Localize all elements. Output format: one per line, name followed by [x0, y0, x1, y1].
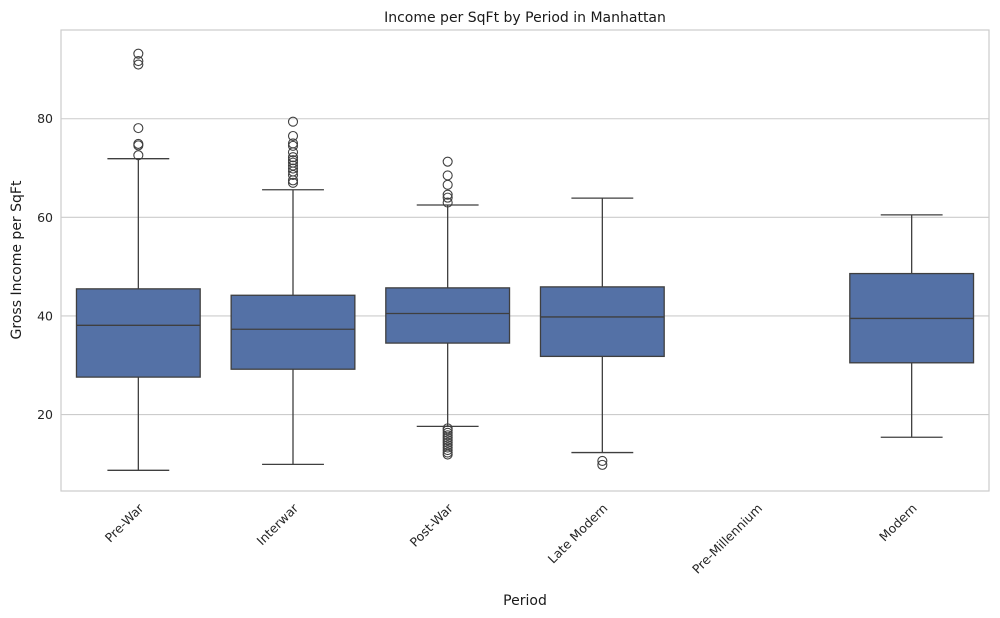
- outlier-point: [287, 152, 299, 163]
- iqr-box: [230, 294, 356, 370]
- outlier-point: [287, 163, 299, 174]
- y-tick-label: 40: [37, 308, 53, 323]
- outlier-point: [442, 435, 453, 446]
- x-axis-label: Period: [503, 593, 547, 609]
- outlier-point: [442, 440, 453, 451]
- outlier-point: [442, 156, 453, 167]
- outlier-point: [442, 192, 453, 203]
- outlier-point: [442, 447, 453, 458]
- x-tick-labels: Pre-War Interwar Post-War Late Modern Pre-Mi…: [102, 500, 920, 577]
- y-tick-label: 80: [37, 111, 53, 126]
- box-pre-war: [75, 48, 201, 471]
- outlier-point: [133, 123, 144, 134]
- grid-lines: [61, 118, 989, 416]
- outlier-point: [287, 160, 299, 171]
- outlier-point: [287, 116, 299, 127]
- box-plots: [75, 48, 975, 471]
- x-tick-label: Modern: [876, 501, 920, 545]
- outlier-point: [442, 445, 453, 456]
- outlier-point: [442, 170, 453, 181]
- outlier-point: [133, 59, 144, 70]
- y-tick-label: 60: [37, 210, 53, 225]
- outlier-point: [442, 423, 453, 434]
- x-tick-label: Post-War: [407, 500, 457, 550]
- outlier-point: [442, 442, 453, 453]
- outlier-point: [597, 459, 608, 470]
- y-tick-labels: 20 40 60 80: [37, 111, 53, 422]
- box-post-war: [385, 156, 511, 460]
- iqr-box: [75, 288, 201, 378]
- x-tick-label: Pre-War: [102, 500, 147, 545]
- outlier-point: [133, 138, 144, 149]
- box-interwar: [230, 116, 356, 466]
- outlier-point: [442, 427, 453, 438]
- plot-area: [60, 29, 990, 492]
- outlier-point: [442, 430, 453, 441]
- outlier-point: [287, 140, 299, 151]
- chart-title: Income per SqFt by Period in Manhattan: [384, 10, 666, 26]
- outlier-point: [287, 130, 299, 142]
- iqr-box: [539, 286, 665, 358]
- iqr-box: [385, 287, 511, 344]
- outlier-point: [133, 56, 144, 67]
- outlier-point: [287, 177, 299, 188]
- outlier-point: [287, 157, 299, 168]
- outlier-point: [133, 48, 144, 59]
- outlier-point: [287, 155, 299, 166]
- outlier-point: [442, 189, 453, 200]
- x-tick-label: Late Modern: [545, 501, 611, 567]
- outlier-point: [133, 150, 144, 161]
- outlier-point: [442, 437, 453, 448]
- x-tick-label: Interwar: [253, 500, 301, 548]
- y-tick-label: 20: [37, 407, 53, 422]
- y-axis-label: Gross Income per SqFt: [9, 180, 25, 339]
- box-late-modern: [539, 197, 665, 470]
- x-tick-label: Pre-Millennium: [689, 501, 765, 577]
- outlier-point: [597, 455, 608, 466]
- outlier-point: [287, 138, 299, 149]
- box-modern: [849, 214, 975, 438]
- outlier-point: [442, 197, 453, 208]
